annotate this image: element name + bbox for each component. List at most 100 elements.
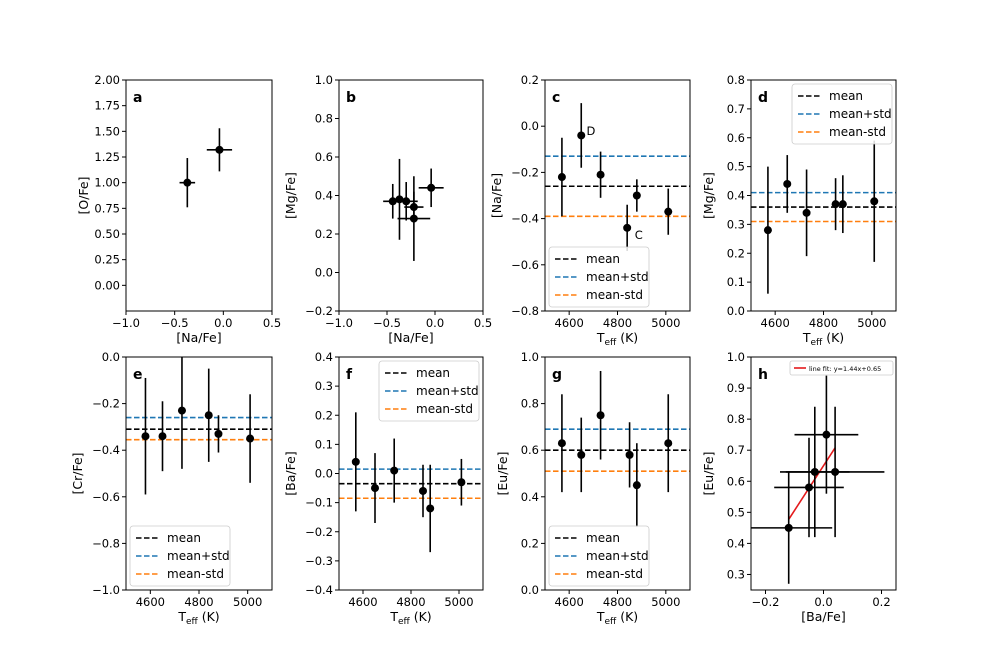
x-tick-label: 5000 <box>651 316 680 330</box>
data-point <box>831 467 840 476</box>
y-axis-label: [Mg/Fe] <box>283 172 298 219</box>
data-point <box>557 173 566 182</box>
y-tick-label: 0.75 <box>94 201 120 215</box>
y-tick-label: 0.4 <box>521 490 539 504</box>
data-point <box>632 191 641 200</box>
x-label-unit: (K) <box>822 330 844 345</box>
panel-label: b <box>346 90 356 106</box>
legend-box <box>548 246 650 308</box>
x-tick-label: 4600 <box>761 316 790 330</box>
data-point <box>623 223 632 232</box>
data-point <box>457 478 466 487</box>
x-tick-label: 5000 <box>857 316 886 330</box>
x-label-subscript: eff <box>604 338 617 348</box>
y-tick-label: 0.2 <box>521 73 539 87</box>
x-tick-label: −1.0 <box>325 316 353 330</box>
y-axis-label: [Eu/Fe] <box>701 452 716 496</box>
x-tick-label: 0.5 <box>474 316 492 330</box>
y-tick-label: 0.00 <box>94 278 120 292</box>
plot-area <box>339 412 483 553</box>
point-annotation: C <box>635 228 643 242</box>
plot-area <box>751 140 896 294</box>
y-tick-label: 2.00 <box>94 73 120 87</box>
y-tick-label: 0.9 <box>727 381 745 395</box>
axes-frame <box>125 79 273 312</box>
legend-label-mean: mean <box>167 531 201 545</box>
y-tick-label: −0.8 <box>92 536 120 550</box>
data-point <box>632 481 641 490</box>
y-tick-label: 0.2 <box>315 227 333 241</box>
y-tick-label: 0.5 <box>727 505 745 519</box>
plot-area <box>545 103 690 251</box>
y-tick-label: 0.4 <box>315 189 333 203</box>
y-tick-label: −0.2 <box>92 397 120 411</box>
x-label-symbol: T <box>177 609 186 624</box>
data-point <box>822 430 831 439</box>
x-label-subscript: eff <box>398 617 411 627</box>
panel-label: f <box>346 367 353 383</box>
y-tick-label: 0.2 <box>315 408 333 422</box>
y-axis-label: [Na/Fe] <box>489 173 504 218</box>
y-tick-label: 0.0 <box>102 350 120 364</box>
fit-line <box>788 447 836 520</box>
x-label-unit: (K) <box>616 609 638 624</box>
panel-g: 4600 4800 5000 0.0 0.2 0.4 0.6 0.8 1.0 Teff (K) [E… <box>495 350 691 627</box>
x-tick-label: 4800 <box>809 316 838 330</box>
x-tick-label: 0.2 <box>872 595 890 609</box>
panel-label: g <box>552 367 562 383</box>
data-point <box>246 434 255 443</box>
data-point <box>870 197 879 206</box>
x-tick-label: −1.0 <box>112 316 140 330</box>
legend-box <box>129 525 231 587</box>
data-point <box>596 411 605 420</box>
y-tick-label: 0.25 <box>94 253 120 267</box>
x-tick-label: 0.0 <box>214 316 232 330</box>
y-tick-label: −0.1 <box>305 496 333 510</box>
x-axis-label: [Na/Fe] <box>176 330 221 345</box>
x-tick-label: 5000 <box>233 595 262 609</box>
x-axis-label: Teff (K) <box>802 330 844 348</box>
x-axis-label: Teff (K) <box>596 330 638 348</box>
x-tick-label: 0.0 <box>426 316 444 330</box>
y-tick-label: 0.3 <box>315 379 333 393</box>
y-tick-label: −0.2 <box>305 525 333 539</box>
y-tick-label: 0.4 <box>727 536 745 550</box>
data-point <box>141 432 150 441</box>
legend-label-mean: mean <box>829 89 863 103</box>
y-tick-label: 0.0 <box>521 119 539 133</box>
x-tick-label: 0.5 <box>263 316 281 330</box>
y-tick-label: 0.7 <box>727 443 745 457</box>
panel-label: h <box>758 367 768 383</box>
x-tick-label: 5000 <box>651 595 680 609</box>
data-point <box>625 450 634 459</box>
y-axis-label: [Eu/Fe] <box>495 452 510 496</box>
y-tick-label: 0.2 <box>727 246 745 260</box>
legend-label-mean-minus-std: mean-std <box>829 125 886 139</box>
legend-label-mean-plus-std: mean+std <box>586 270 649 284</box>
panel-h: −0.2 0.0 0.2 0.3 0.4 0.5 0.6 0.7 0.8 0.9 1.0 [Ba/Fe… <box>701 350 897 624</box>
y-tick-label: 0.0 <box>315 266 333 280</box>
axes-frame <box>338 79 484 312</box>
data-point <box>596 170 605 179</box>
y-tick-label: −0.6 <box>511 258 539 272</box>
data-point <box>177 406 186 415</box>
data-point <box>390 466 399 475</box>
data-point <box>214 429 223 438</box>
data-point <box>664 207 673 216</box>
x-tick-label: 4800 <box>184 595 213 609</box>
data-point <box>783 179 792 188</box>
panel-label: a <box>133 90 142 106</box>
legend-label-mean: mean <box>586 531 620 545</box>
data-point <box>409 214 418 223</box>
plot-area <box>751 375 885 584</box>
y-tick-label: 0.6 <box>521 443 539 457</box>
legend-label-mean: mean <box>586 252 620 266</box>
plot-area <box>383 158 444 261</box>
point-annotation: D <box>586 124 595 138</box>
y-tick-label: 0.8 <box>727 412 745 426</box>
y-tick-label: 1.0 <box>315 73 333 87</box>
legend-label-mean-plus-std: mean+std <box>586 549 649 563</box>
data-point <box>802 208 811 217</box>
